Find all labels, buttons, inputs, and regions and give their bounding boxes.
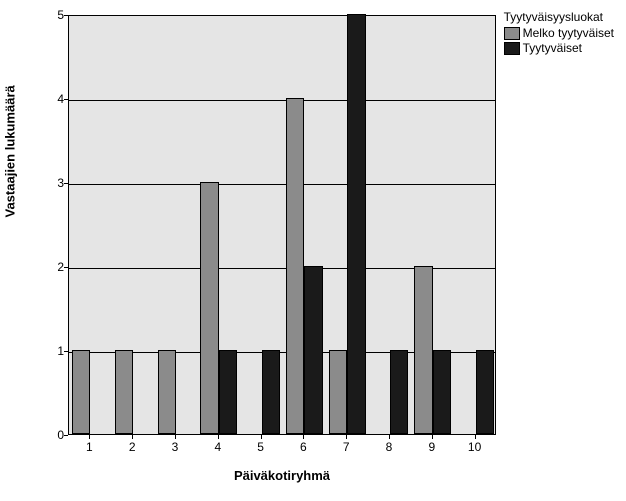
y-tick-mark: [64, 15, 68, 16]
x-tick-mark: [389, 435, 390, 439]
legend-item: Tyytyväiset: [504, 41, 614, 55]
y-tick-mark: [64, 183, 68, 184]
legend-swatch: [504, 27, 520, 40]
y-tick-label: 4: [48, 92, 64, 106]
x-tick-label: 5: [257, 440, 264, 454]
bar: [347, 14, 365, 434]
x-tick-label: 1: [86, 440, 93, 454]
y-tick-label: 0: [48, 428, 64, 442]
y-tick-label: 3: [48, 176, 64, 190]
legend: Tyytyväisyysluokat Melko tyytyväisetTyyt…: [504, 10, 614, 56]
plot-area: [68, 15, 496, 435]
gridline: [69, 184, 495, 185]
chart-container: Vastaajien lukumäärä Päiväkotiryhmä Tyyt…: [0, 0, 626, 501]
legend-title: Tyytyväisyysluokat: [504, 10, 614, 24]
x-tick-label: 8: [386, 440, 393, 454]
bar: [433, 350, 451, 434]
bar: [414, 266, 432, 434]
bar: [72, 350, 90, 434]
x-tick-mark: [218, 435, 219, 439]
bar: [476, 350, 494, 434]
x-tick-mark: [175, 435, 176, 439]
x-tick-mark: [346, 435, 347, 439]
x-tick-label: 9: [428, 440, 435, 454]
x-tick-mark: [132, 435, 133, 439]
x-tick-mark: [303, 435, 304, 439]
x-tick-mark: [475, 435, 476, 439]
bar: [329, 350, 347, 434]
x-tick-label: 4: [214, 440, 221, 454]
x-tick-mark: [89, 435, 90, 439]
bar: [262, 350, 280, 434]
x-tick-label: 7: [343, 440, 350, 454]
bar: [390, 350, 408, 434]
x-tick-label: 6: [300, 440, 307, 454]
bar: [158, 350, 176, 434]
bar: [115, 350, 133, 434]
gridline: [69, 100, 495, 101]
legend-label: Tyytyväiset: [523, 41, 582, 55]
bar: [219, 350, 237, 434]
y-tick-mark: [64, 435, 68, 436]
y-tick-mark: [64, 99, 68, 100]
x-tick-label: 10: [468, 440, 481, 454]
bar: [200, 182, 218, 434]
y-tick-mark: [64, 267, 68, 268]
x-axis-label: Päiväkotiryhmä: [68, 468, 496, 483]
bar: [304, 266, 322, 434]
y-tick-mark: [64, 351, 68, 352]
legend-label: Melko tyytyväiset: [523, 26, 614, 40]
bar: [286, 98, 304, 434]
legend-swatch: [504, 42, 520, 55]
y-tick-label: 1: [48, 344, 64, 358]
x-tick-mark: [432, 435, 433, 439]
x-tick-label: 2: [129, 440, 136, 454]
legend-item: Melko tyytyväiset: [504, 26, 614, 40]
y-tick-label: 5: [48, 8, 64, 22]
y-tick-label: 2: [48, 260, 64, 274]
x-tick-label: 3: [172, 440, 179, 454]
y-axis-label: Vastaajien lukumäärä: [3, 85, 18, 217]
x-tick-mark: [261, 435, 262, 439]
